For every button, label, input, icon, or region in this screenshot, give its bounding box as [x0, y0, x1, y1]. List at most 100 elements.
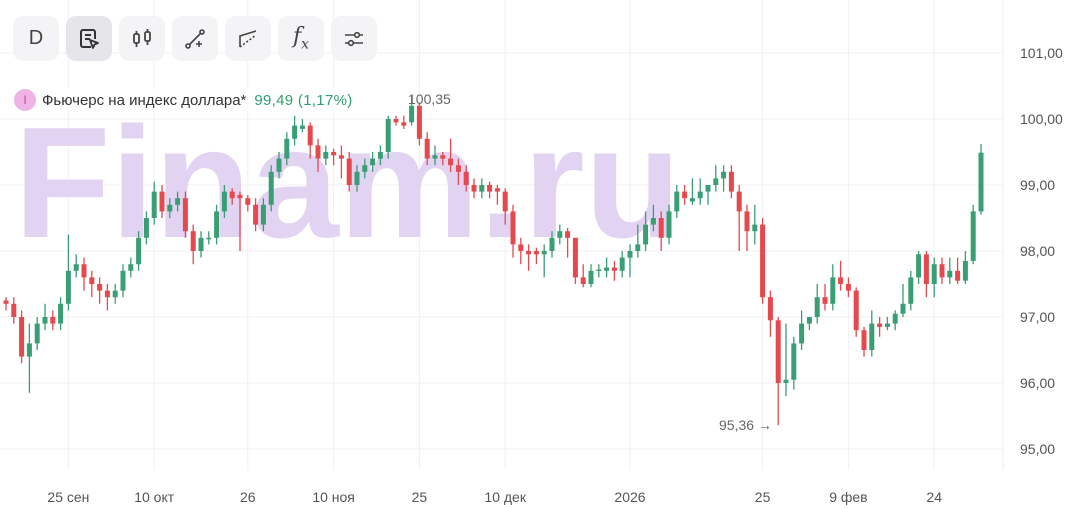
candle	[11, 297, 17, 324]
candle-body	[471, 185, 477, 192]
candle-body	[955, 270, 961, 281]
timeframe-button[interactable]: D	[13, 16, 59, 61]
candle-body	[502, 191, 508, 212]
candle	[81, 257, 87, 291]
y-tick-label: 101,00	[1020, 45, 1063, 61]
candle-body	[760, 224, 766, 298]
settings-sliders-icon	[345, 31, 363, 46]
min-price-label: 95,36 →	[719, 417, 772, 433]
template-button[interactable]	[66, 16, 112, 61]
candle	[65, 234, 71, 311]
candle-body	[783, 379, 789, 383]
candle	[393, 115, 399, 126]
candle-body	[884, 323, 890, 327]
x-tick-label: 2026	[614, 489, 645, 505]
candle-body	[549, 237, 555, 251]
chart-type-button[interactable]	[119, 16, 165, 61]
candle-body	[635, 244, 641, 251]
candle	[284, 132, 290, 166]
candle-body	[799, 323, 805, 344]
candle-body	[448, 158, 454, 166]
candle-body	[705, 185, 711, 192]
candle	[237, 191, 243, 251]
candle-body	[892, 313, 898, 324]
candle-body	[307, 125, 313, 146]
candle	[182, 191, 188, 238]
drawing-tools-button[interactable]	[225, 16, 271, 61]
x-tick-label: 10 окт	[134, 489, 175, 505]
instrument-legend[interactable]: I Фьючерс на индекс доллара* 99,49 (1,17…	[14, 88, 355, 112]
y-tick-label: 98,00	[1020, 243, 1055, 259]
candle-body	[861, 330, 867, 350]
x-tick-label: 24	[926, 489, 942, 505]
y-axis: 101,00 100,00 99,00 98,00 97,00 96,00 95,00	[1020, 45, 1063, 457]
candle	[697, 178, 703, 205]
candle	[401, 115, 407, 129]
candle	[705, 185, 711, 205]
candle	[198, 231, 204, 258]
candle	[487, 181, 493, 199]
candle-body	[931, 264, 937, 284]
template-cursor-icon	[80, 28, 99, 49]
candle	[744, 204, 750, 251]
settings-button[interactable]	[331, 16, 377, 61]
candle	[767, 290, 773, 337]
candle	[869, 310, 875, 357]
candle	[806, 317, 812, 331]
candle-body	[299, 125, 305, 129]
candle	[643, 211, 649, 251]
candle-body	[362, 165, 368, 172]
candle-body	[221, 191, 227, 212]
candle	[838, 260, 844, 291]
candlestick-icon	[133, 28, 151, 47]
candle-body	[541, 251, 547, 255]
candle-body	[674, 191, 680, 212]
candle-body	[767, 297, 773, 321]
trend-line-button[interactable]	[172, 16, 218, 61]
candle-body	[3, 300, 9, 304]
candle	[463, 165, 469, 192]
candle-body	[650, 218, 656, 225]
candle-body	[557, 231, 563, 238]
candle	[253, 198, 259, 232]
candle-body	[182, 198, 188, 232]
candle	[136, 231, 142, 271]
candle-body	[713, 178, 719, 185]
x-axis: 25 сен 10 окт 26 10 ноя 25 10 дек 2026 25 9 фев 2…	[47, 489, 942, 505]
candle-body	[572, 237, 578, 278]
toolbar: D fx	[13, 16, 377, 61]
candle-body	[284, 138, 290, 159]
candle	[845, 277, 851, 298]
candle	[307, 122, 313, 159]
candle-body	[479, 185, 485, 192]
candle-body	[939, 264, 945, 278]
instrument-price-change: 99,49 (1,17%)	[254, 91, 353, 109]
candle	[830, 264, 836, 311]
candle	[354, 165, 360, 192]
indicators-button[interactable]: fx	[278, 16, 324, 61]
candle	[892, 310, 898, 331]
candle-body	[440, 155, 446, 159]
candle	[221, 185, 227, 218]
candle-body	[11, 303, 17, 317]
candle	[736, 185, 742, 251]
candle	[338, 145, 344, 179]
candle-body	[198, 237, 204, 251]
candle	[861, 326, 867, 357]
candle-body	[947, 270, 953, 278]
candle-body	[962, 260, 968, 281]
candle-body	[752, 224, 758, 232]
candle	[73, 254, 79, 278]
candle-body	[370, 158, 376, 166]
candle-body	[354, 171, 360, 185]
candle-body	[689, 198, 695, 202]
candle	[385, 115, 391, 159]
y-tick-label: 95,00	[1020, 441, 1055, 457]
candle	[120, 264, 126, 298]
candle-body	[73, 264, 79, 271]
candle	[19, 310, 25, 364]
candle	[783, 323, 789, 397]
candle	[50, 310, 56, 331]
candle	[728, 165, 734, 199]
